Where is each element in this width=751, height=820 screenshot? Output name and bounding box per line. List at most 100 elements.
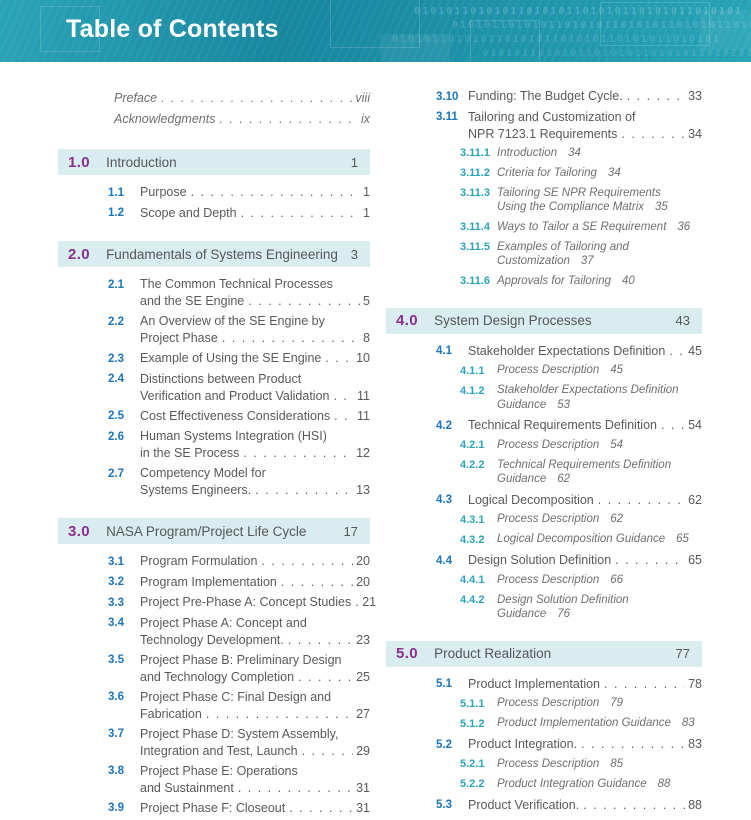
subentry-text: Technical Requirements Definition Guidanc… <box>497 458 702 487</box>
subentry-line: Approvals for Tailoring 40 <box>497 274 702 289</box>
subentry-text: Design Solution Definition Guidance 76 <box>497 593 702 622</box>
page-number: 35 <box>655 201 668 213</box>
binary-pattern-text: 0101011010101101010110101011010101101010… <box>452 20 751 31</box>
page-number: 62 <box>557 473 571 485</box>
toc-entry: 3.5 Project Phase B: Preliminary Design an… <box>58 652 370 686</box>
entry-label: Purpose <box>140 185 187 199</box>
entry-label: Product Verification. <box>468 797 580 812</box>
subentry-label: Approvals for Tailoring <box>497 274 611 287</box>
subentry-line: Process Description 45 <box>497 363 702 378</box>
entry-label: Scope and Depth <box>140 205 237 220</box>
entry-label: Stakeholder Expectations Definition <box>468 343 666 358</box>
front-matter-item: Preface viii <box>58 88 370 109</box>
header-deco-rect <box>600 2 710 46</box>
entry-line: and the SE Engine 5 <box>140 293 370 310</box>
subentry-line: Process Description 54 <box>497 438 702 453</box>
toc-entry: 3.3 Project Pre-Phase A: Concept Studies 2… <box>58 594 376 612</box>
header-hatch-pattern <box>0 0 751 62</box>
page-number: ix <box>360 112 370 126</box>
entry-number: 2.4 <box>108 373 124 385</box>
section-title: Fundamentals of Systems Engineering <box>106 246 338 262</box>
entry-text: Project Phase A: Concept and Technology D… <box>140 615 370 649</box>
toc-entry: 3.1 Program Formulation 20 <box>58 553 370 571</box>
subentry-line: Customization 37 <box>497 254 702 269</box>
entry-number: 2.6 <box>108 430 124 443</box>
subentry-number: 5.2.1 <box>460 758 485 770</box>
entry-line: Competency Model for <box>140 466 266 480</box>
page-number: 1 <box>350 154 358 170</box>
page-number: 40 <box>622 274 635 287</box>
page-number: 25 <box>356 669 370 684</box>
subentry-label: Product Integration Guidance <box>497 777 647 790</box>
toc-column-right: 3.10 Funding: The Budget Cycle. 33 3.11 Tail… <box>386 88 702 820</box>
entry-line: Project Phase D: System Assembly, <box>140 726 339 741</box>
subentry-number: 5.2.2 <box>460 778 485 790</box>
section-number: 4.0 <box>396 312 419 329</box>
dot-leader <box>261 553 353 570</box>
entry-text: Project Pre-Phase A: Concept Studies 21 <box>140 594 376 612</box>
subentry-text: Introduction 34 <box>497 146 702 161</box>
entry-line: Technical Requirements Definition 54 <box>468 417 702 434</box>
toc-entry: 3.10 Funding: The Budget Cycle. 33 <box>386 88 702 106</box>
page-number: 1 <box>363 185 370 199</box>
dot-leader <box>627 88 685 105</box>
entry-number: 4.3 <box>436 494 452 506</box>
binary-pattern-text: 0101011010101101010110101011010101101010… <box>414 6 743 17</box>
subentry-text: Process Description 54 <box>497 438 702 453</box>
toc-subentry: 3.11.5 Examples of Tailoring and Customiza… <box>386 240 702 269</box>
section-number: 1.0 <box>68 153 91 171</box>
subentry-number: 4.2.2 <box>460 459 485 471</box>
page-number: 54 <box>610 438 624 451</box>
dot-leader <box>302 743 354 760</box>
entry-text: Distinctions between Product Verification… <box>140 371 370 405</box>
toc-subentry: 4.2.2 Technical Requirements Definition Gu… <box>386 458 702 487</box>
subentry-label: Process Description <box>497 757 600 770</box>
dot-leader <box>604 676 685 693</box>
toc-entry: 3.9 Project Phase F: Closeout 31 <box>58 800 370 818</box>
page-number: 27 <box>356 706 370 721</box>
dot-leader <box>255 482 353 499</box>
page-number: 37 <box>580 255 594 267</box>
dot-leader <box>669 343 685 360</box>
toc-subentry: 3.11.4 Ways to Tailor a SE Requirement 36 <box>386 220 702 235</box>
subentry-line: Process Description 79 <box>497 696 702 711</box>
page-number: 1 <box>363 205 370 220</box>
toc-entry: 3.4 Project Phase A: Concept and Technolog… <box>58 615 370 649</box>
page-number: 78 <box>688 676 702 691</box>
subentry-text: Product Implementation Guidance 83 <box>497 716 702 731</box>
entry-number: 5.1 <box>436 678 452 690</box>
toc-subentry: 5.2.1 Process Description 85 <box>386 757 702 772</box>
entry-label: Design Solution Definition <box>468 553 612 567</box>
entry-number: 3.8 <box>108 765 124 777</box>
toc-subentry: 5.2.2 Product Integration Guidance 88 <box>386 777 702 792</box>
header-deco-rect <box>40 6 100 52</box>
entry-line: The Common Technical Processes <box>140 277 333 291</box>
entry-text: Funding: The Budget Cycle. 33 <box>468 88 702 106</box>
page-number: 21 <box>362 595 377 609</box>
subentry-line: Logical Decomposition Guidance 65 <box>497 532 702 547</box>
dot-leader <box>241 205 360 222</box>
subentry-label: Customization <box>497 255 570 267</box>
subentry-line: Product Implementation Guidance 83 <box>497 716 702 731</box>
entry-line: Verification and Product Validation 11 <box>140 388 370 405</box>
section-header: 5.0 Product Realization 77 <box>386 640 702 667</box>
page-number: 77 <box>675 646 690 661</box>
subentry-line: Stakeholder Expectations Definition <box>497 384 679 396</box>
section-title: NASA Program/Project Life Cycle <box>106 523 307 539</box>
entry-number: 3.7 <box>108 728 124 740</box>
front-matter-label: Acknowledgments <box>114 112 216 126</box>
page-number: 34 <box>568 146 581 159</box>
entry-line: Project Phase C: Final Design and <box>140 689 332 704</box>
page-number: viii <box>355 91 370 105</box>
toc-subentry: 5.1.1 Process Description 79 <box>386 696 702 711</box>
entry-text: Human Systems Integration (HSI) in the SE… <box>140 428 370 462</box>
toc-subentry: 4.2.1 Process Description 54 <box>386 438 702 453</box>
subentry-number: 3.11.5 <box>460 241 490 253</box>
subentry-label: Design Solution Definition Guidance <box>497 593 629 621</box>
subentry-label: Guidance <box>497 398 547 411</box>
page-number: 10 <box>356 351 370 365</box>
entry-number: 4.1 <box>436 345 452 357</box>
page-number: 13 <box>356 483 370 497</box>
subentry-line: Introduction 34 <box>497 146 702 161</box>
subentry-text: Criteria for Tailoring 34 <box>497 166 702 181</box>
